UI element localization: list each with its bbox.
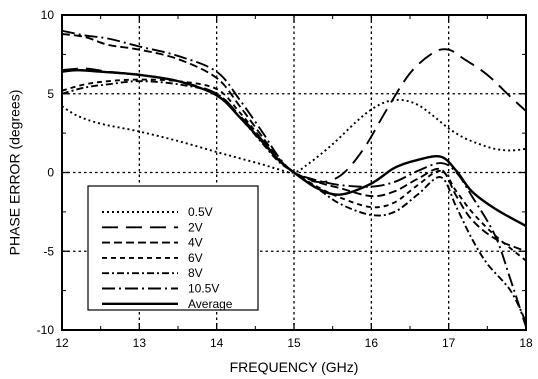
plot-frame (61, 14, 527, 331)
x-tick-label: 13 (133, 336, 147, 350)
series-line-2v (61, 48, 527, 184)
legend-label-10-5v: 10.5V (188, 282, 219, 296)
legend-label-2v: 2V (188, 220, 203, 234)
legend-label-8v: 8V (188, 266, 203, 280)
series-line-0-5v (61, 98, 527, 174)
legend-label-6v: 6V (188, 251, 203, 265)
legend-label-average: Average (188, 297, 233, 311)
series-line-10-5v (61, 29, 527, 328)
series-line-4v (61, 32, 527, 253)
y-tick-label: 5 (47, 87, 54, 101)
legend-label-0-5v: 0.5V (188, 205, 213, 219)
x-tick-label: 18 (519, 336, 533, 350)
y-tick-label: 0 (47, 166, 54, 180)
data-series (61, 29, 527, 328)
x-axis-label: FREQUENCY (GHz) (230, 359, 359, 375)
legend-label-4v: 4V (188, 236, 203, 250)
x-tick-label: 15 (287, 336, 301, 350)
y-axis-label: PHASE ERROR (degrees) (7, 90, 23, 256)
legend-box (87, 185, 259, 311)
x-tick-label: 16 (365, 336, 379, 350)
y-tick-label: -10 (37, 323, 55, 337)
y-tick-label: 10 (41, 8, 55, 22)
y-tick-label: -5 (43, 244, 54, 258)
series-line-average (61, 68, 527, 228)
axis-ticks (61, 14, 527, 331)
x-tick-label: 17 (442, 336, 456, 350)
tick-labels: 12 13 14 15 16 17 18 10 5 0 -5 -10 (37, 8, 533, 350)
series-line-6v (61, 78, 527, 262)
x-tick-label: 14 (210, 336, 224, 350)
x-tick-label: 12 (55, 336, 69, 350)
